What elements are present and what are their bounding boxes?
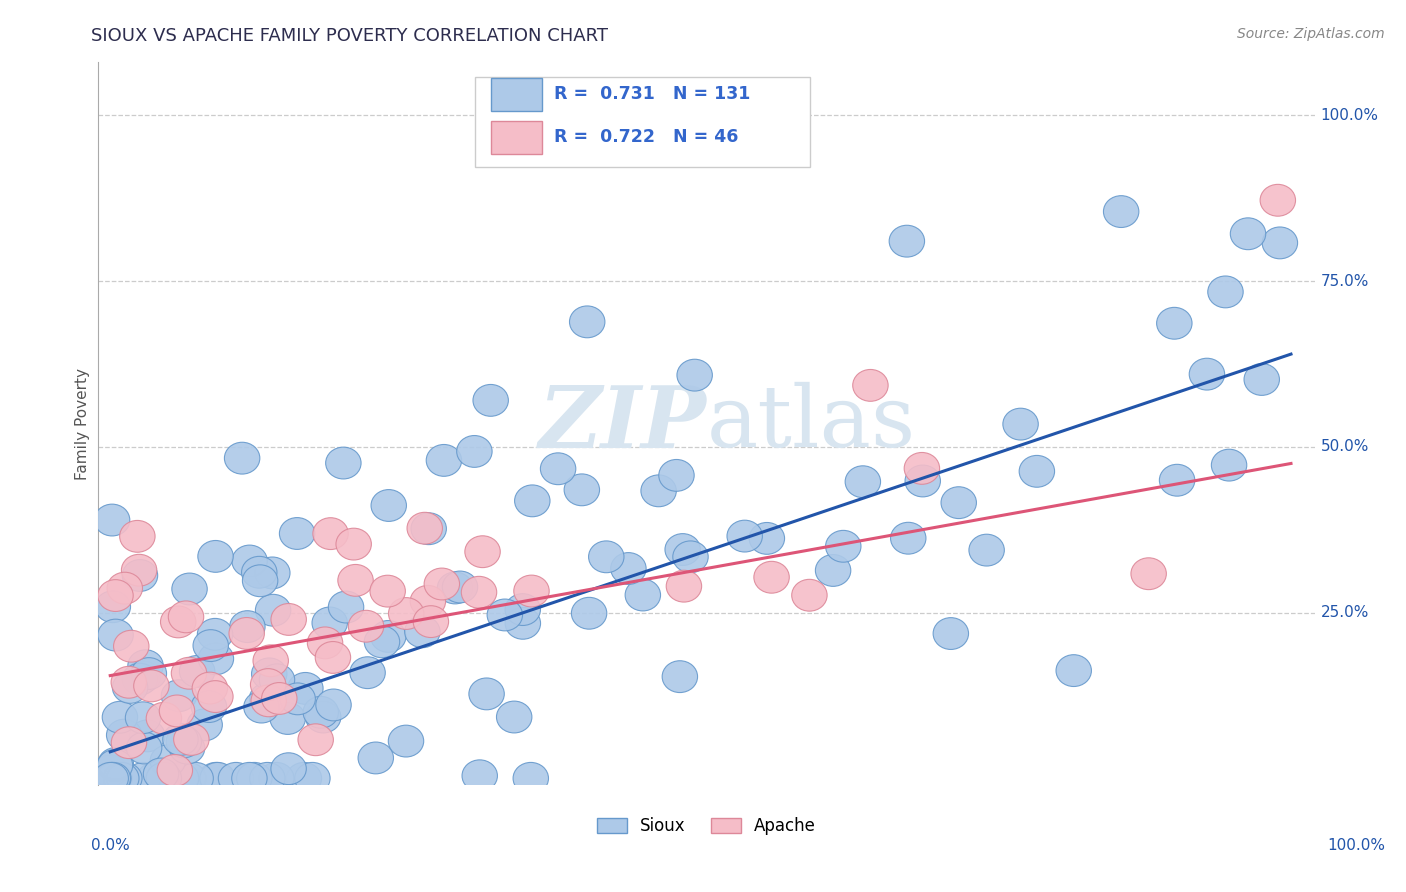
Text: 100.0%: 100.0% (1327, 838, 1385, 854)
Text: R =  0.722   N = 46: R = 0.722 N = 46 (554, 128, 740, 146)
Legend: Sioux, Apache: Sioux, Apache (591, 810, 823, 842)
Text: 75.0%: 75.0% (1320, 274, 1369, 289)
Text: 25.0%: 25.0% (1320, 605, 1369, 620)
Text: Source: ZipAtlas.com: Source: ZipAtlas.com (1237, 27, 1385, 41)
FancyBboxPatch shape (475, 77, 810, 167)
Text: ZIP: ZIP (538, 382, 707, 466)
FancyBboxPatch shape (491, 121, 543, 154)
Text: 100.0%: 100.0% (1320, 108, 1378, 123)
Text: 0.0%: 0.0% (91, 838, 131, 854)
Text: atlas: atlas (707, 382, 915, 466)
Text: R =  0.731   N = 131: R = 0.731 N = 131 (554, 85, 751, 103)
Y-axis label: Family Poverty: Family Poverty (75, 368, 90, 480)
Text: SIOUX VS APACHE FAMILY POVERTY CORRELATION CHART: SIOUX VS APACHE FAMILY POVERTY CORRELATI… (91, 27, 609, 45)
Text: 50.0%: 50.0% (1320, 440, 1369, 454)
FancyBboxPatch shape (491, 78, 543, 111)
